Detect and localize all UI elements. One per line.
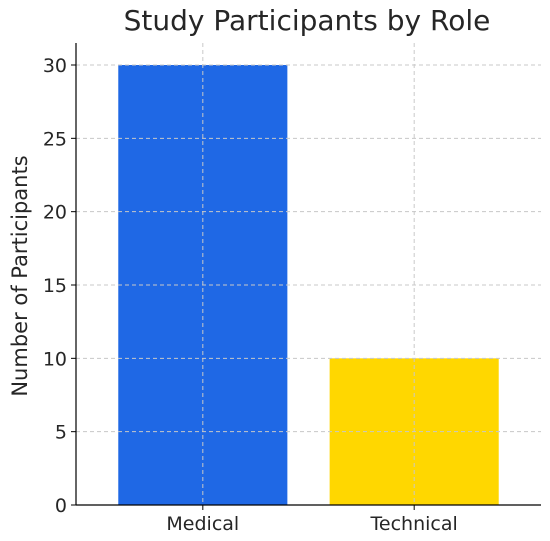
x-tick-label-medical: Medical — [166, 513, 239, 535]
y-tick-label-20: 20 — [43, 202, 67, 224]
y-tick-label-10: 10 — [43, 348, 67, 370]
y-tick-label-5: 5 — [55, 422, 67, 444]
y-axis-label: Number of Participants — [8, 155, 32, 396]
y-tick-label-25: 25 — [43, 128, 67, 150]
y-tick-label-15: 15 — [43, 275, 67, 297]
chart-title: Study Participants by Role — [124, 4, 491, 37]
y-tick-label-30: 30 — [43, 55, 67, 77]
axes: 0 5 10 15 20 25 30 Medical Technical — [43, 43, 541, 535]
y-tick-label-0: 0 — [55, 495, 67, 517]
grid — [76, 43, 541, 506]
x-tick-label-technical: Technical — [370, 513, 458, 535]
